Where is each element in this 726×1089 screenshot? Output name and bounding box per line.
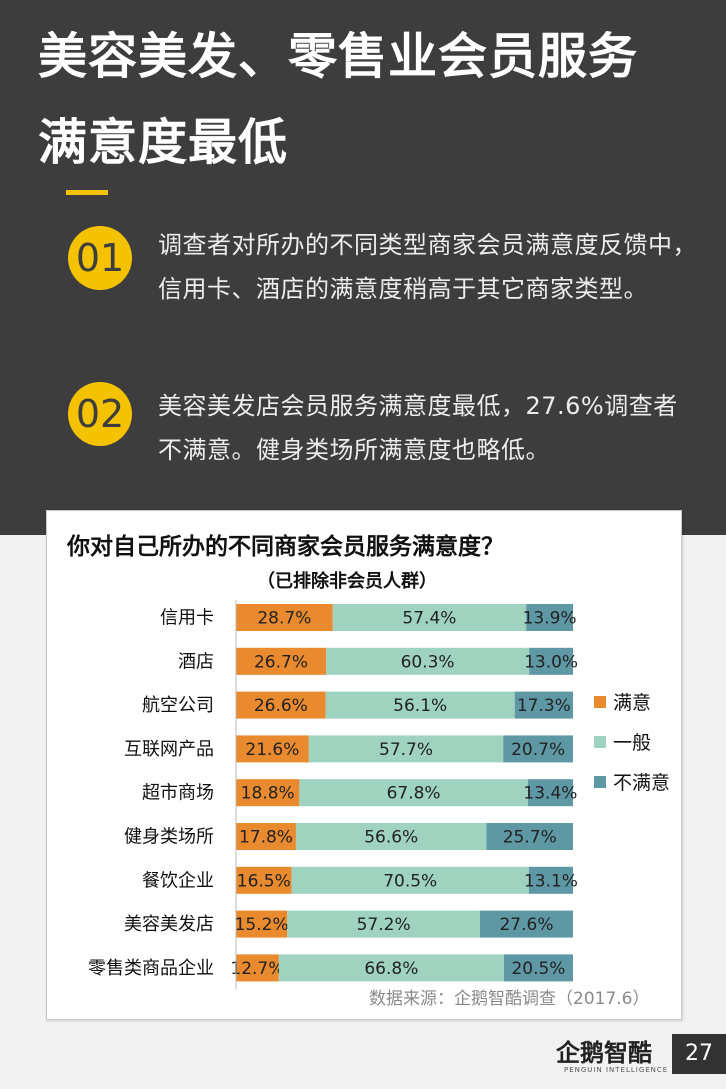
bar-segment bbox=[236, 647, 326, 675]
bar-segment bbox=[325, 647, 530, 675]
data-label: 21.6% bbox=[245, 740, 299, 760]
data-label: 16.5% bbox=[237, 871, 291, 891]
data-label: 60.3% bbox=[401, 652, 455, 672]
data-label: 56.6% bbox=[364, 828, 418, 848]
bar-segment bbox=[236, 735, 309, 763]
data-label: 28.7% bbox=[257, 609, 311, 629]
data-source: 数据来源：企鹅智酷调查（2017.6） bbox=[369, 989, 650, 1009]
data-label: 26.7% bbox=[254, 652, 308, 672]
bar-segment bbox=[287, 910, 480, 938]
category-label: 零售类商品企业 bbox=[88, 958, 214, 979]
category-label: 互联网产品 bbox=[124, 739, 214, 760]
chart-subtitle: （已排除非会员人群） bbox=[257, 571, 437, 592]
data-label: 13.1% bbox=[524, 871, 578, 891]
logo-text: 企鹅智酷 bbox=[556, 1039, 652, 1067]
bar-segment bbox=[236, 604, 333, 631]
data-label: 13.0% bbox=[524, 652, 578, 672]
legend-swatch bbox=[594, 736, 606, 748]
bar-segment bbox=[299, 779, 528, 807]
chart-title: 你对自己所办的不同商家会员服务满意度？ bbox=[67, 534, 504, 560]
bar-segment bbox=[295, 823, 487, 850]
data-label: 20.7% bbox=[511, 740, 565, 760]
point-2-badge: 02 bbox=[68, 382, 132, 446]
category-label: 信用卡 bbox=[160, 608, 214, 629]
data-label: 20.5% bbox=[511, 959, 565, 979]
bar-segment bbox=[308, 735, 504, 763]
bar-segment bbox=[236, 691, 326, 719]
chart-card: 你对自己所办的不同商家会员服务满意度？ （已排除非会员人群） 信用卡 28.7% 5… bbox=[46, 510, 682, 1020]
point-1-text: 调查者对所办的不同类型商家会员满意度反馈中，信用卡、酒店的满意度稍高于其它商家类… bbox=[158, 231, 697, 303]
bar-segment bbox=[236, 823, 296, 850]
data-label: 25.7% bbox=[503, 828, 557, 848]
legend-label: 不满意 bbox=[613, 772, 670, 794]
legend-label: 一般 bbox=[613, 732, 651, 754]
data-label: 57.2% bbox=[357, 915, 411, 935]
data-label: 18.8% bbox=[241, 784, 295, 804]
category-label: 航空公司 bbox=[142, 695, 214, 716]
data-label: 57.4% bbox=[402, 609, 456, 629]
data-label: 66.8% bbox=[364, 959, 418, 979]
page-title: 美容美发、零售业会员服务 满意度最低 bbox=[38, 14, 698, 186]
data-label: 70.5% bbox=[383, 871, 437, 891]
point-1-badge: 01 bbox=[68, 226, 132, 290]
bar-segment bbox=[236, 910, 288, 938]
category-label: 健身类场所 bbox=[124, 827, 214, 848]
data-label: 67.8% bbox=[387, 784, 441, 804]
bar-segment bbox=[236, 779, 300, 807]
title-line-2: 满意度最低 bbox=[38, 114, 289, 171]
data-label: 26.6% bbox=[254, 696, 308, 716]
data-label: 13.4% bbox=[523, 784, 577, 804]
bar-segment bbox=[529, 647, 573, 675]
title-line-1: 美容美发、零售业会员服务 bbox=[38, 28, 639, 85]
data-label: 17.3% bbox=[517, 696, 571, 716]
bar-segment bbox=[514, 691, 573, 719]
page-number: 27 bbox=[672, 1034, 726, 1074]
data-label: 56.1% bbox=[393, 696, 447, 716]
bar-segment bbox=[527, 779, 573, 807]
legend-swatch bbox=[594, 696, 606, 708]
bar-segment bbox=[278, 954, 504, 982]
point-2-text: 美容美发店会员服务满意度最低，27.6%调查者不满意。健身类场所满意度也略低。 bbox=[158, 392, 678, 464]
bar-segment bbox=[528, 866, 573, 894]
bar-segment bbox=[503, 735, 573, 763]
bar-segment bbox=[291, 866, 529, 894]
bar-segment bbox=[503, 954, 573, 982]
bar-segment bbox=[486, 823, 573, 850]
category-label: 美容美发店 bbox=[124, 914, 214, 935]
bar-segment bbox=[236, 954, 279, 982]
data-label: 15.2% bbox=[235, 915, 289, 935]
data-label: 13.9% bbox=[523, 609, 577, 629]
data-label: 12.7% bbox=[230, 959, 284, 979]
data-label: 17.8% bbox=[239, 828, 293, 848]
category-label: 餐饮企业 bbox=[142, 870, 214, 891]
logo-subtitle: PENGUIN INTELLIGENCE bbox=[564, 1066, 669, 1074]
brand-logo: 企鹅智酷 PENGUIN INTELLIGENCE bbox=[552, 1033, 667, 1077]
category-label: 酒店 bbox=[178, 651, 214, 672]
category-label: 超市商场 bbox=[142, 783, 214, 804]
stacked-bar-chart: 信用卡 28.7% 57.4% 13.9% 酒店 26.7% 60.3% 13.0% 航空公司 2… bbox=[88, 600, 670, 990]
data-label: 27.6% bbox=[499, 915, 553, 935]
header-panel: 美容美发、零售业会员服务 满意度最低 01 调查者对所办的不同类型商家会员满意度… bbox=[0, 0, 726, 535]
data-label: 57.7% bbox=[379, 740, 433, 760]
bar-segment bbox=[236, 866, 292, 894]
title-accent-bar bbox=[66, 190, 108, 195]
bar-segment bbox=[332, 604, 527, 631]
bar-segment bbox=[479, 910, 573, 938]
bar-segment bbox=[325, 691, 515, 719]
legend-label: 满意 bbox=[613, 692, 651, 714]
legend-swatch bbox=[594, 776, 606, 788]
bar-segment bbox=[526, 604, 573, 631]
